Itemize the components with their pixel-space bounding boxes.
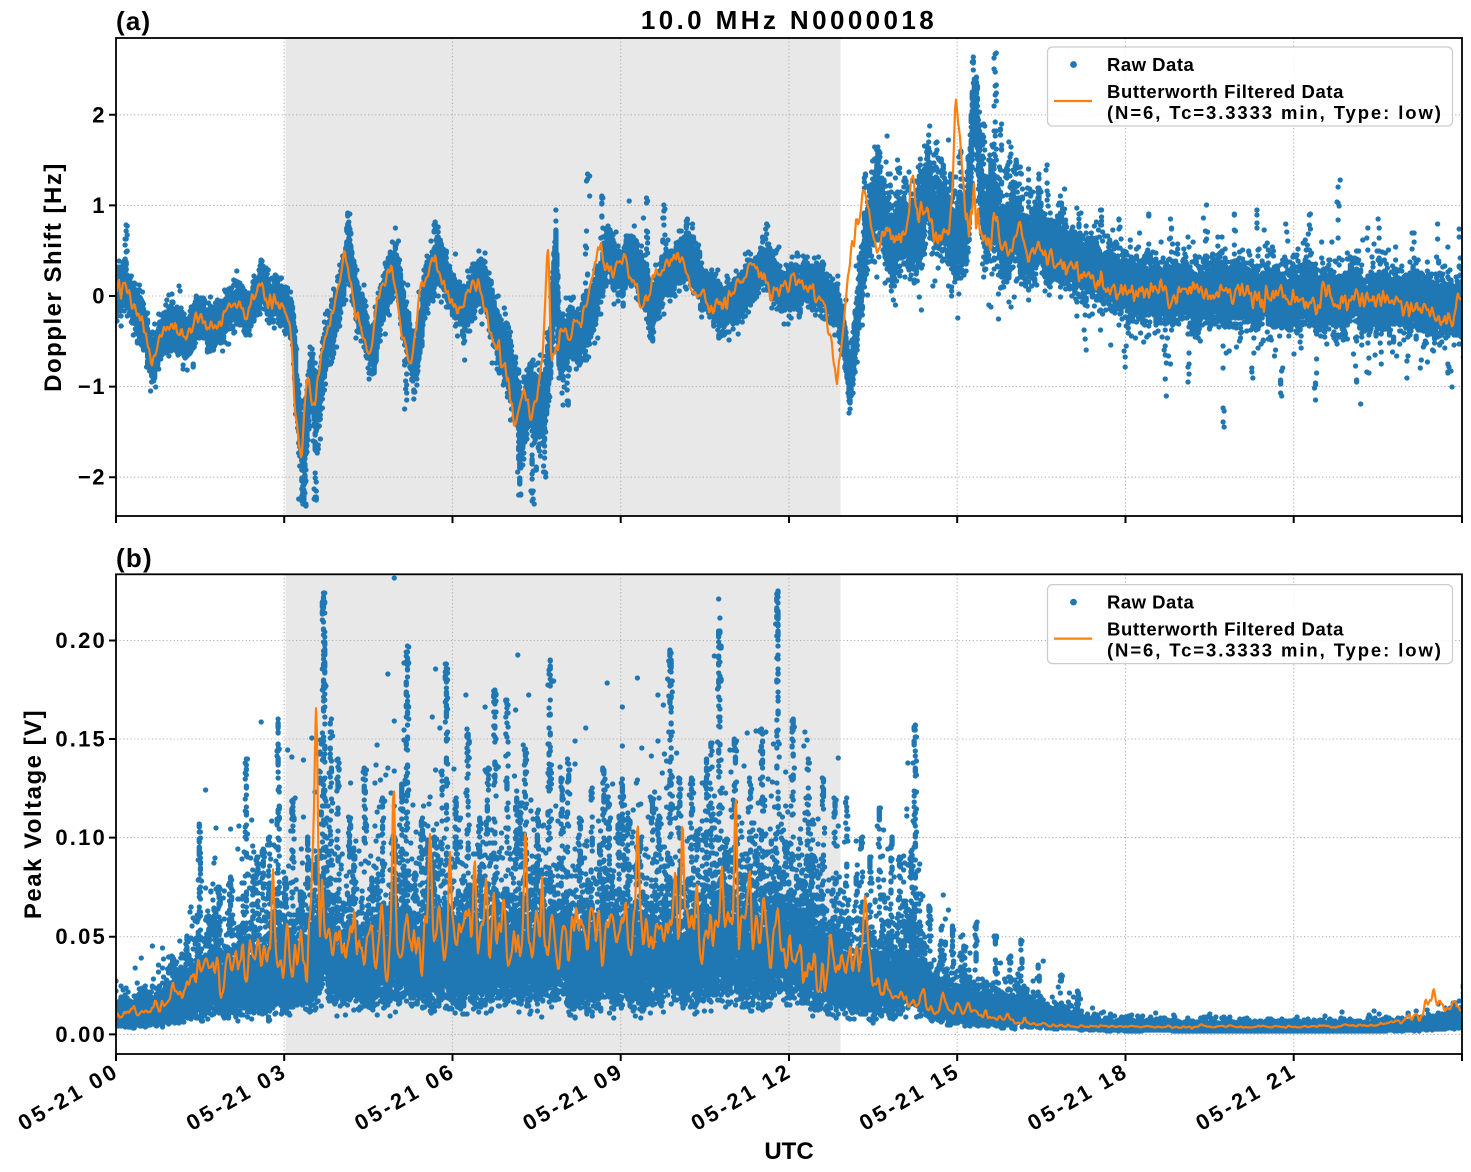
- svg-text:0.10: 0.10: [55, 825, 107, 850]
- svg-text:UTC: UTC: [764, 1138, 813, 1165]
- svg-text:Butterworth Filtered Data: Butterworth Filtered Data: [1107, 81, 1344, 102]
- svg-text:1: 1: [92, 193, 106, 218]
- svg-text:10.0 MHz N0000018: 10.0 MHz N0000018: [641, 5, 937, 35]
- svg-text:Raw Data: Raw Data: [1107, 54, 1194, 75]
- svg-text:Butterworth Filtered Data: Butterworth Filtered Data: [1107, 619, 1344, 640]
- svg-text:−2: −2: [78, 465, 106, 490]
- svg-text:Raw Data: Raw Data: [1107, 592, 1194, 613]
- svg-text:(a): (a): [116, 6, 151, 36]
- svg-text:(b): (b): [116, 543, 153, 573]
- svg-text:0.05: 0.05: [55, 924, 107, 949]
- svg-text:0.15: 0.15: [55, 727, 107, 752]
- svg-text:2: 2: [92, 102, 106, 127]
- svg-text:0.00: 0.00: [55, 1022, 107, 1047]
- svg-text:(N=6, Tc=3.3333 min, Type: low: (N=6, Tc=3.3333 min, Type: low): [1107, 102, 1443, 123]
- svg-text:0.20: 0.20: [55, 628, 107, 653]
- svg-text:−1: −1: [78, 374, 106, 399]
- svg-text:(N=6, Tc=3.3333 min, Type: low: (N=6, Tc=3.3333 min, Type: low): [1107, 640, 1443, 661]
- svg-text:Doppler Shift [Hz]: Doppler Shift [Hz]: [40, 162, 67, 392]
- svg-text:0: 0: [92, 284, 106, 309]
- svg-text:Peak Voltage [V]: Peak Voltage [V]: [20, 709, 47, 919]
